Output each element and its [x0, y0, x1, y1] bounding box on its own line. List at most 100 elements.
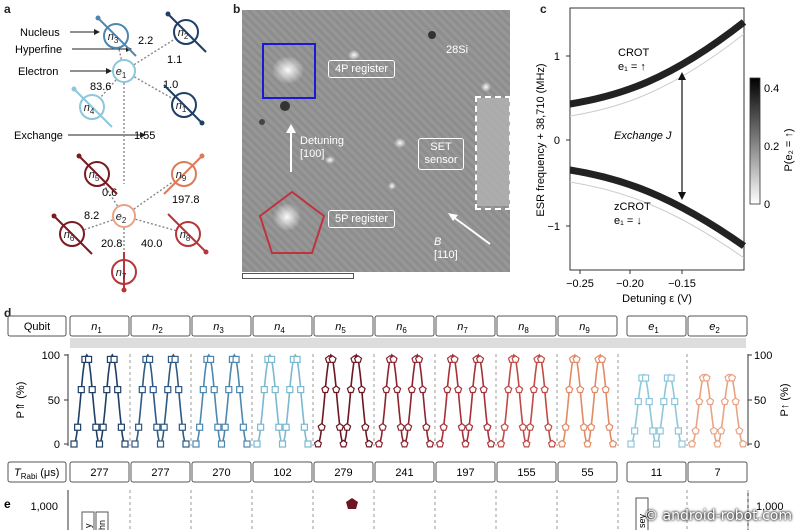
rabi-point [579, 422, 589, 431]
rabi-point [236, 385, 244, 394]
value-n7: 20.8 [101, 238, 122, 250]
scale-bar [242, 273, 354, 279]
qubit-label: e2 [709, 321, 720, 335]
x-tick-3: −0.15 [668, 278, 696, 290]
rabi-curve-n6 [374, 353, 435, 448]
rabi-point [313, 439, 323, 448]
rabi-point [649, 427, 657, 435]
qubit-label: n6 [396, 321, 407, 335]
rabi-point [454, 385, 463, 394]
trabi-value: 11 [651, 467, 662, 479]
rabi-point [678, 440, 686, 448]
rabi-curve-n2 [131, 353, 190, 448]
rabi-point [396, 422, 406, 431]
panel-d-rabi: Qubit n1 n2 n3 n4 n5 n6 n7 n8 n9 e1 e2 100 50 0 P⇑… [4, 315, 791, 530]
rabi-point [297, 385, 305, 394]
qubit-label: n5 [335, 321, 346, 335]
rabi-point [192, 440, 200, 448]
qubit-header-e2: e2 [687, 315, 748, 337]
rabi-point [529, 385, 538, 394]
rabi-point [286, 385, 294, 394]
panel-label-b: b [233, 2, 241, 16]
rabi-point [117, 423, 125, 431]
node-n1: n1 [163, 84, 205, 126]
rabi-point [674, 427, 682, 435]
trabi-value: 241 [395, 467, 413, 479]
rabi-curve-n8 [496, 353, 557, 448]
rabi-point [439, 422, 448, 431]
node-n6: n6 [51, 213, 93, 255]
stm-texture [242, 10, 510, 272]
stm-image: 4P register 5P register SET sensor 28Si … [242, 10, 510, 272]
rabi-point [135, 423, 143, 431]
rabi-point [544, 422, 553, 431]
y-tick-minus1: −1 [547, 221, 560, 233]
rabi-point [364, 439, 374, 448]
rabi-point [267, 355, 276, 364]
trabi-n8: 155 [496, 461, 557, 483]
rabi-point [641, 374, 650, 382]
label-isotope: 28Si [446, 44, 469, 56]
node-n8: n8 [167, 213, 209, 255]
rabi-point [253, 440, 261, 448]
x-tick-1: −0.25 [566, 278, 594, 290]
qubit-label: n7 [457, 321, 468, 335]
trabi-value: 102 [273, 467, 291, 479]
label-4p-register: 4P register [328, 60, 395, 78]
rabi-point [103, 385, 111, 394]
rabi-point [304, 440, 312, 448]
arrowhead-exchange [140, 132, 146, 138]
x-axis-label: Detuning ε (V) [622, 293, 692, 305]
rabi-point [687, 439, 697, 448]
rabi-point [557, 439, 567, 448]
node-label-n3: n3 [108, 31, 119, 45]
rabi-point [525, 422, 535, 431]
rabi-point [720, 397, 729, 406]
rabi-point [536, 355, 546, 363]
rabi-point [576, 385, 585, 394]
rabi-point [702, 373, 711, 382]
rabi-point [260, 385, 268, 394]
panel-label-d: d [4, 306, 12, 320]
trabi-value: 55 [581, 467, 593, 479]
rabi-point [608, 439, 618, 448]
panel-label-c: c [540, 2, 547, 16]
rabi-point [597, 355, 607, 363]
label-zcrot: zCROT [614, 201, 651, 213]
rabi-point [652, 440, 661, 448]
rabi-curve-n4 [253, 353, 312, 448]
rabi-point [422, 422, 431, 431]
arrowhead-nucleus [94, 29, 100, 35]
node-label-n9: n9 [176, 169, 187, 183]
rabi-point [709, 426, 719, 435]
trabi-header-box [7, 461, 67, 483]
qubit-label: n8 [518, 321, 529, 335]
rabi-point [479, 385, 488, 394]
rabi-point [418, 385, 427, 394]
rabi-point [400, 439, 409, 448]
qubit-header-n5: n5 [313, 315, 374, 337]
left-ytick-50: 50 [48, 395, 60, 407]
e-dividers [129, 490, 749, 530]
rabi-point [131, 440, 139, 448]
rabi-point [138, 385, 146, 394]
node-label-n1: n1 [176, 100, 187, 114]
rabi-point [171, 355, 179, 364]
rabi-point [153, 423, 161, 431]
qubit-label: n3 [213, 321, 224, 335]
rabi-point [357, 385, 366, 394]
label-b: B [434, 236, 442, 248]
rabi-point [145, 355, 154, 364]
rabi-point [586, 422, 596, 431]
value-n9: 197.8 [172, 194, 200, 206]
rabi-point [282, 423, 290, 431]
e-marker [346, 498, 358, 509]
zcrot-trace [569, 166, 747, 249]
rabi-point [182, 440, 190, 448]
rabi-point [706, 397, 715, 406]
label-exchange: Exchange [14, 130, 63, 142]
value-exchange: 1.55 [134, 130, 155, 142]
rabi-point [342, 422, 352, 431]
rabi-curve-e2 [687, 373, 748, 448]
rabi-point [275, 423, 283, 431]
